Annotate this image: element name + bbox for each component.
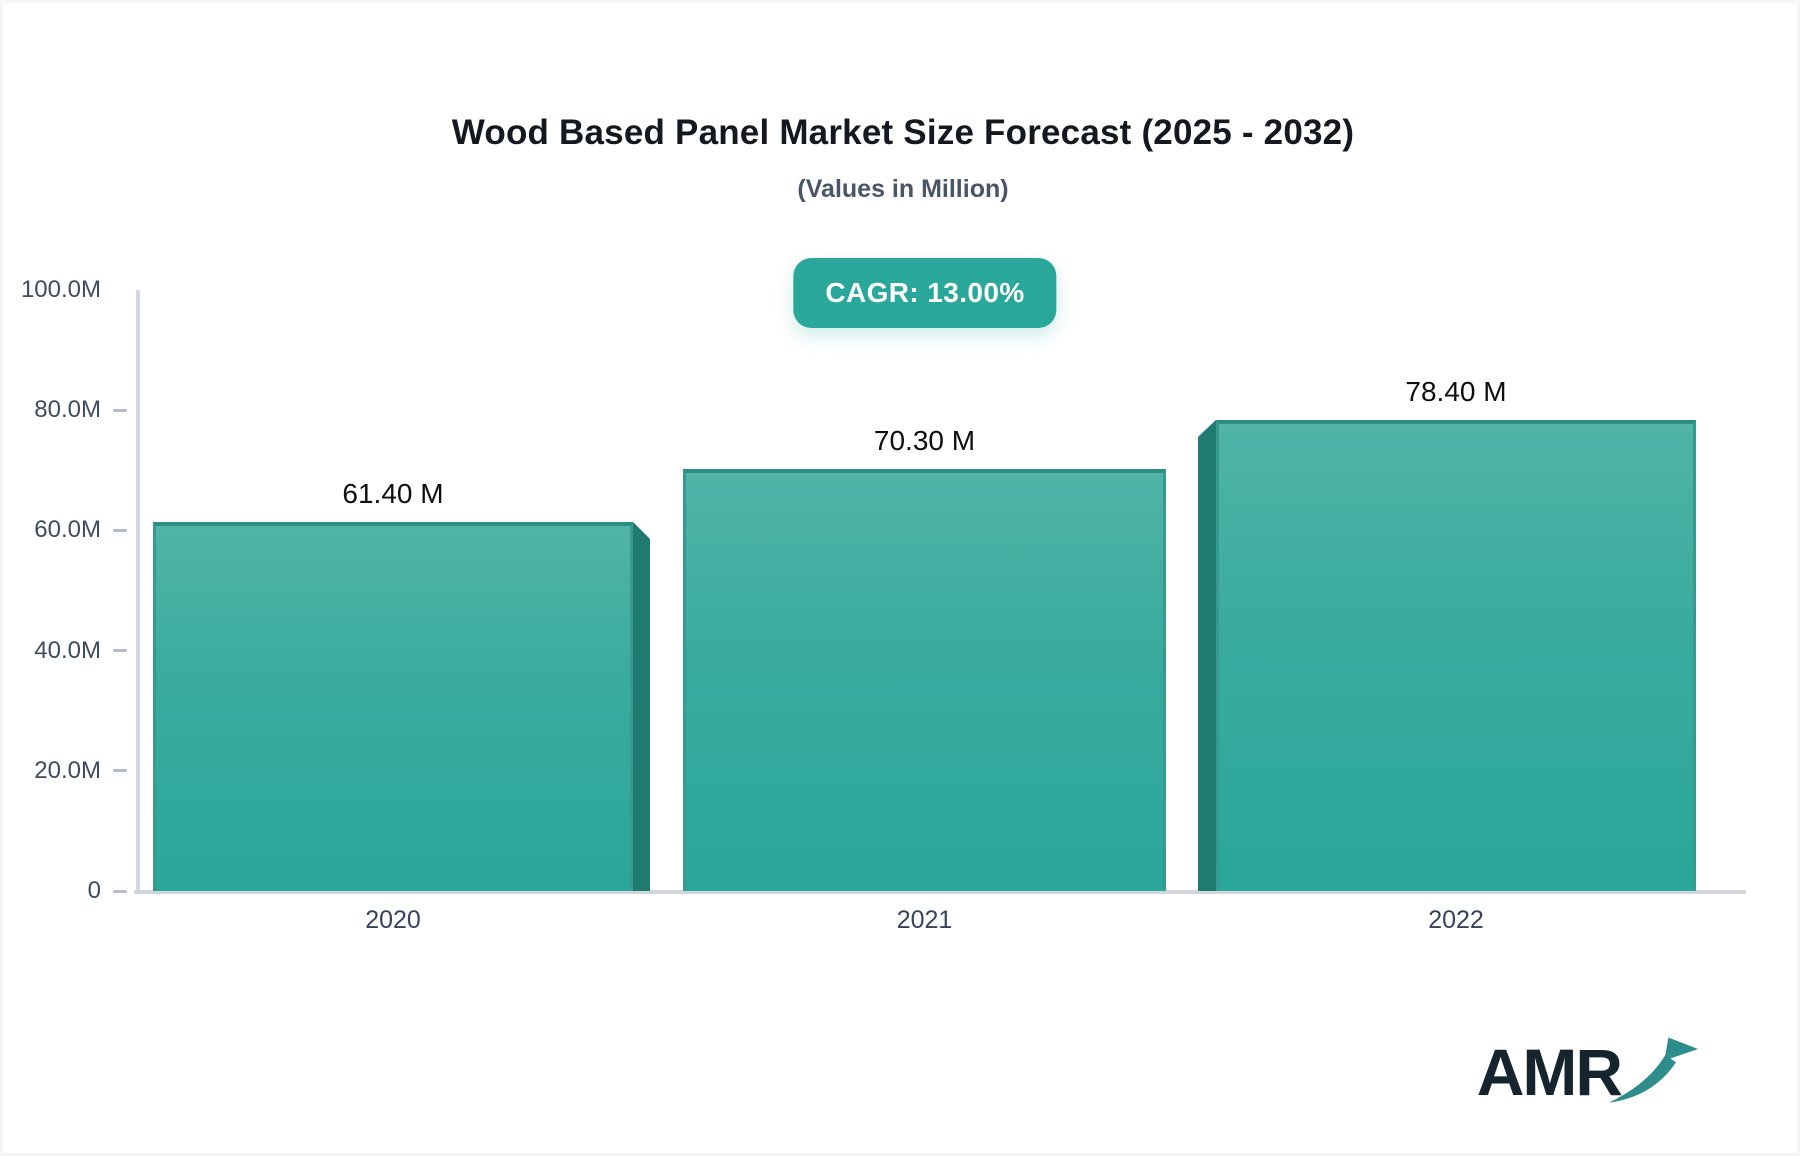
bar-group: 61.40 M	[153, 290, 633, 891]
tick-dash-icon	[113, 528, 127, 532]
y-axis-line	[136, 290, 140, 891]
y-tick: 100.0M	[21, 276, 127, 304]
tick-dash-icon	[113, 769, 127, 773]
y-tick-label: 20.0M	[34, 756, 101, 784]
x-axis-label: 2020	[365, 906, 421, 934]
y-tick-label: 60.0M	[34, 516, 101, 544]
x-axis-label: 2021	[896, 906, 953, 934]
tick-dash-icon	[113, 889, 127, 893]
growth-arrow-icon	[1608, 1037, 1699, 1103]
bar-group: 78.40 M	[1216, 290, 1696, 891]
amr-logo: AMR	[1477, 1035, 1699, 1105]
page-title: Wood Based Panel Market Size Forecast (2…	[451, 113, 1355, 152]
bar[interactable]	[1216, 419, 1696, 891]
x-axis-label: 2022	[1428, 906, 1484, 934]
bar[interactable]	[153, 522, 633, 891]
y-tick: 80.0M	[34, 396, 127, 424]
tick-dash-icon	[113, 649, 127, 653]
bar-value-label: 61.40 M	[342, 478, 444, 509]
y-tick: 0	[88, 877, 127, 905]
y-tick: 60.0M	[34, 516, 127, 544]
chart-card: Wood Based Panel Market Size Forecast (2…	[3, 3, 1797, 1153]
y-tick: 20.0M	[34, 757, 127, 785]
cagr-badge: CAGR: 13.00%	[793, 258, 1057, 328]
y-tick-label: 80.0M	[34, 396, 101, 424]
plot-area: 0 20.0M 40.0M 60.0M 80.0M 100.0M 61.40 M	[21, 276, 1746, 934]
bar[interactable]	[683, 468, 1166, 891]
bar-value-label: 78.40 M	[1405, 375, 1507, 407]
tick-dash-icon	[113, 408, 127, 412]
page-subtitle: (Values in Million)	[797, 175, 1009, 203]
y-tick-label: 100.0M	[20, 276, 101, 303]
y-tick-label: 40.0M	[34, 636, 101, 664]
y-tick-label: 0	[87, 877, 101, 904]
x-axis-line	[134, 890, 1746, 894]
bar-group: 70.30 M	[683, 290, 1166, 891]
bar-value-label: 70.30 M	[873, 424, 976, 456]
logo-text: AMR	[1476, 1035, 1623, 1109]
y-tick: 40.0M	[34, 637, 127, 665]
